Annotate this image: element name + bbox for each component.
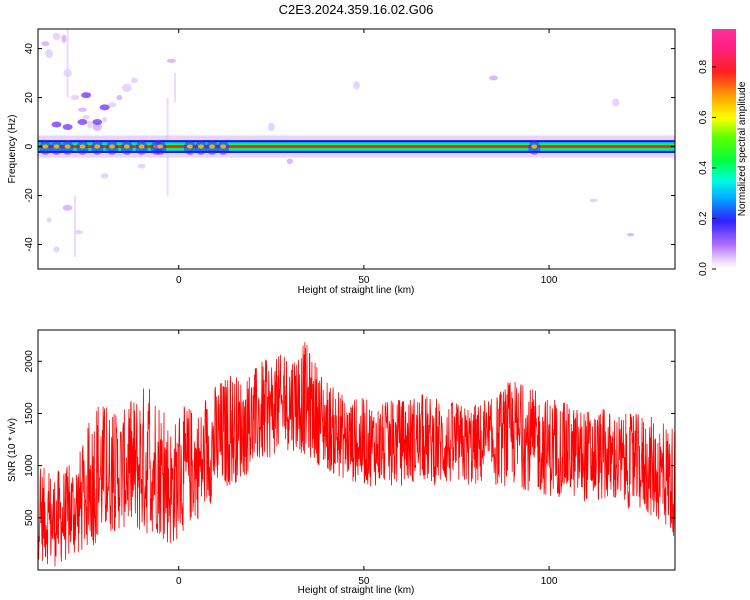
spectrogram-blob [102, 116, 107, 123]
spectrogram-blob [99, 104, 110, 111]
spectrogram-blob [70, 95, 80, 101]
spectrogram-band-blob [157, 144, 164, 149]
colorbar-tick-label: 0.4 [698, 161, 709, 175]
spectrogram-x-axis-label: Height of straight line (km) [298, 285, 415, 296]
spectrogram-y-tick-label: 0 [24, 143, 35, 149]
spectrogram-band-blob [220, 144, 227, 149]
spectrogram-blob [489, 75, 498, 81]
spectrogram-blob [74, 230, 83, 235]
spectrogram-blob [53, 246, 60, 253]
colorbar-ticks: 0.0 0.2 0.4 0.6 0.8 [698, 60, 716, 276]
spectrogram-band-blob [531, 144, 538, 149]
spectrogram-blob [77, 119, 88, 126]
spectrogram-y-axis-label: Frequency (Hz) [7, 115, 18, 184]
spectrogram-y-tick-label: 20 [24, 92, 35, 104]
spectrogram-blob [107, 102, 117, 108]
spectrogram-blob [286, 158, 293, 164]
spectrogram-band-core [38, 145, 675, 149]
spectrogram-blob [61, 34, 67, 43]
spectrogram-blob [87, 120, 93, 129]
spectrogram-blob [166, 58, 176, 63]
spectrogram-blob [612, 98, 620, 107]
spectrogram-blob [78, 107, 87, 112]
snr-x-tick-label: 50 [358, 576, 370, 587]
snr-marks [37, 342, 676, 567]
snr-x-tick-label: 0 [176, 576, 182, 587]
colorbar-tick-label: 0.0 [698, 262, 709, 276]
spectrogram-blob [52, 32, 61, 40]
spectrogram-blob [45, 49, 54, 58]
spectrogram-blob [62, 123, 73, 130]
snr-y-axis-label: SNR (10 * v/v) [7, 418, 18, 482]
snr-y-tick-label: 1500 [24, 402, 35, 425]
spectrogram-band-blob [197, 144, 204, 149]
spectrogram-blob [46, 217, 52, 223]
spectrogram-blob [82, 114, 90, 120]
spectrogram-band-blob [209, 144, 216, 149]
spectrogram-band-blob [64, 144, 71, 149]
spectrogram-band-blob [123, 144, 130, 149]
colorbar-tick-label: 0.8 [698, 60, 709, 74]
spectrogram-frame [37, 28, 676, 270]
spectrogram-x-tick-label: 100 [541, 275, 558, 286]
spectrogram-blob [92, 122, 102, 131]
spectrogram-band-blob [53, 144, 60, 149]
colorbar-tick-label: 0.2 [698, 211, 709, 225]
spectrogram-band-blob [138, 144, 145, 149]
spectrogram-marks [38, 29, 675, 257]
snr-y-tick-label: 500 [24, 509, 35, 526]
spectrogram-x-tick-label: 0 [176, 275, 182, 286]
colorbar-gradient [712, 29, 736, 269]
spectrogram-band-blob [94, 144, 101, 149]
spectrogram-blob [131, 77, 138, 84]
spectrogram-band-blob [79, 144, 86, 149]
snr-x-axis-label: Height of straight line (km) [298, 585, 415, 596]
spectrogram-blob [100, 173, 109, 179]
spectrogram-blob [51, 121, 62, 128]
snr-series-line [37, 342, 676, 567]
snr-x-tick-label: 100 [541, 576, 558, 587]
colorbar-tick-label: 0.6 [698, 110, 709, 124]
spectrogram-blob [62, 204, 73, 211]
snr-frame [37, 329, 676, 571]
spectrogram-x-tick-label: 50 [358, 275, 370, 286]
spectrogram-blob [122, 83, 132, 92]
spectrogram-blob [137, 163, 146, 169]
colorbar-label: Normalized spectral amplitude [737, 81, 748, 216]
spectrogram-blob [41, 41, 50, 47]
snr-panel: 0 50 100 500 1000 1500 2000 Height of straight… [7, 329, 676, 596]
colorbar: 0.0 0.2 0.4 0.6 0.8 Normalized spectral ampl… [698, 29, 748, 276]
spectrogram-blob [81, 92, 92, 99]
spectrogram-band-blob [186, 144, 193, 149]
snr-ticks: 0 50 100 500 1000 1500 2000 [24, 330, 675, 587]
spectrogram-y-tick-label: 40 [24, 43, 35, 55]
spectrogram-ticks: 0 50 100 -40 -20 0 20 40 [24, 29, 675, 286]
spectrogram-blob [353, 81, 360, 90]
snr-y-tick-label: 1000 [24, 454, 35, 477]
spectrogram-band-blob [42, 144, 49, 149]
spectrogram-y-tick-label: -20 [24, 188, 35, 203]
spectrogram-blob [92, 119, 103, 126]
spectrogram-panel: 0 50 100 -40 -20 0 20 40 Height of straight lin… [7, 28, 676, 296]
figure-title: C2E3.2024.359.16.02.G06 [279, 2, 434, 17]
spectrogram-blob [116, 94, 123, 101]
spectrogram-blob [589, 198, 598, 203]
spectrogram-blob [626, 232, 635, 237]
snr-y-tick-label: 2000 [24, 350, 35, 373]
spectrogram-band-blob [109, 144, 116, 149]
spectrogram-blob [268, 122, 275, 132]
spectrogram-y-tick-label: -40 [24, 237, 35, 252]
